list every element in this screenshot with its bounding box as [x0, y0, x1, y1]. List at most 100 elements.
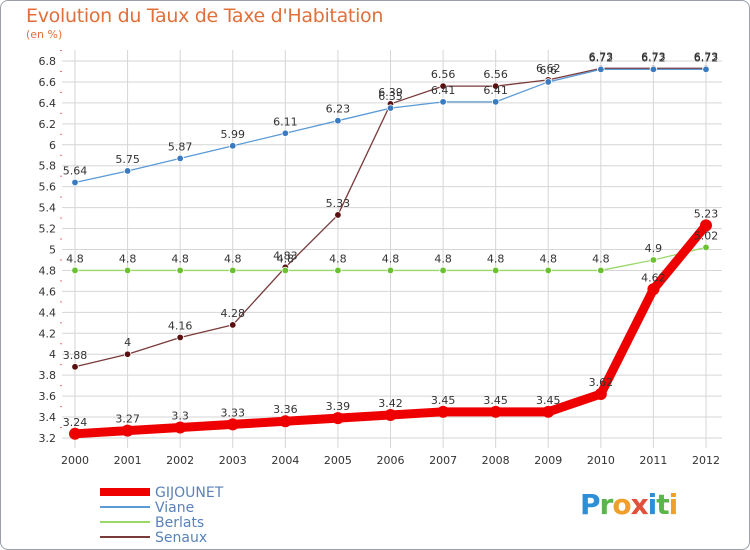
data-label-gijounet: 5.23 [694, 207, 719, 220]
data-label-gijounet: 3.3 [171, 410, 189, 423]
data-point-gijounet [69, 427, 81, 440]
data-label-viane: 6.23 [326, 103, 351, 116]
x-tick-label: 2011 [639, 454, 667, 467]
data-point-senaux [439, 82, 447, 90]
data-label-senaux: 4.28 [221, 307, 246, 320]
data-label-gijounet: 3.33 [221, 406, 246, 419]
x-tick-label: 2003 [219, 454, 247, 467]
y-tick-label: 6 [49, 139, 56, 152]
data-label-senaux: 6.73 [694, 50, 719, 63]
data-label-senaux: 6.73 [589, 50, 614, 63]
brand-letter: x [630, 488, 649, 521]
y-tick-label: 4.2 [39, 327, 57, 340]
brand-letter: t [656, 488, 669, 521]
y-tick-label: 5.6 [39, 181, 57, 194]
y-tick-label: 6.2 [39, 118, 57, 131]
data-label-gijounet: 3.45 [483, 394, 508, 407]
data-point-berlats [544, 266, 552, 275]
data-point-berlats [702, 243, 710, 252]
data-point-gijounet [594, 388, 607, 401]
data-point-berlats [123, 266, 132, 275]
data-label-viane: 6.11 [273, 115, 298, 128]
brand-letter: r [599, 488, 614, 521]
data-point-berlats [281, 266, 290, 275]
data-label-berlats: 4.8 [171, 252, 189, 265]
data-point-berlats [71, 266, 79, 275]
data-label-berlats: 4.9 [645, 242, 663, 255]
data-point-senaux [334, 211, 342, 219]
x-tick-label: 2002 [166, 454, 194, 467]
data-point-gijounet [226, 418, 239, 431]
y-tick-label: 5 [49, 244, 56, 257]
brand-letter: i [668, 488, 679, 521]
data-point-viane [176, 154, 184, 163]
data-point-viane [71, 178, 79, 187]
data-label-berlats: 4.8 [382, 252, 400, 265]
y-tick-label: 3.8 [39, 369, 57, 382]
data-label-berlats: 5.02 [694, 229, 719, 242]
data-label-gijounet: 3.36 [273, 403, 298, 416]
data-point-senaux [491, 82, 500, 90]
data-point-gijounet [700, 219, 712, 232]
data-label-berlats: 4.8 [277, 252, 295, 265]
data-point-senaux [229, 321, 237, 329]
data-label-viane: 5.64 [63, 164, 88, 177]
data-point-berlats [649, 256, 658, 264]
x-tick-label: 2012 [692, 454, 720, 467]
data-point-gijounet [331, 412, 344, 425]
x-tick-label: 2000 [61, 454, 89, 467]
x-tick-label: 2004 [271, 454, 299, 467]
legend-label-berlats: Berlats [155, 515, 204, 531]
data-label-gijounet: 3.39 [326, 400, 351, 413]
x-tick-label: 2007 [429, 454, 457, 467]
data-label-senaux: 4.16 [168, 319, 193, 332]
data-label-gijounet: 3.24 [63, 416, 88, 429]
chart-subtitle: (en %) [26, 28, 63, 41]
data-label-senaux: 4 [124, 336, 131, 349]
data-label-berlats: 4.8 [434, 252, 452, 265]
data-label-berlats: 4.8 [329, 252, 347, 265]
x-tick-label: 2005 [324, 454, 352, 467]
y-tick-label: 6.6 [39, 76, 57, 89]
data-label-viane: 6.72 [694, 51, 719, 64]
data-label-viane: 5.75 [115, 153, 140, 166]
x-tick-label: 2009 [534, 454, 562, 467]
data-label-viane: 6.35 [378, 90, 403, 103]
brand-letter: i [647, 488, 658, 521]
y-tick-label: 6.8 [39, 55, 57, 68]
y-tick-label: 5.4 [39, 202, 57, 215]
data-point-gijounet [174, 421, 187, 434]
data-point-berlats [334, 266, 342, 275]
y-tick-label: 3.6 [39, 390, 57, 403]
brand-letter: P [580, 488, 601, 521]
data-point-viane [649, 65, 658, 74]
data-label-senaux: 6.56 [483, 68, 508, 81]
data-label-viane: 6.72 [641, 51, 666, 64]
data-label-viane: 5.87 [168, 140, 193, 153]
data-point-viane [702, 65, 710, 74]
data-point-berlats [176, 266, 184, 275]
data-label-senaux: 6.39 [378, 86, 403, 99]
x-tick-label: 2008 [482, 454, 510, 467]
y-tick-label: 5.2 [39, 223, 57, 236]
data-point-viane [229, 142, 237, 150]
legend-label-gijounet: GIJOUNET [155, 485, 224, 501]
data-point-senaux [123, 350, 132, 358]
data-label-berlats: 4.8 [66, 252, 84, 265]
x-tick-label: 2010 [587, 454, 615, 467]
data-label-gijounet: 3.42 [378, 397, 403, 410]
data-label-berlats: 4.8 [487, 252, 505, 265]
chart-title: Evolution du Taux de Taxe d'Habitation [26, 5, 384, 27]
data-point-viane [386, 104, 395, 112]
data-label-gijounet: 4.62 [641, 271, 666, 284]
data-point-viane [123, 167, 132, 175]
data-point-berlats [597, 266, 605, 275]
data-point-berlats [439, 266, 447, 275]
data-label-viane: 6.41 [431, 84, 456, 97]
data-label-berlats: 4.8 [224, 252, 242, 265]
y-tick-label: 3.4 [39, 411, 57, 424]
data-point-berlats [386, 266, 395, 275]
data-label-viane: 5.99 [221, 128, 246, 141]
y-tick-label: 4.6 [39, 285, 57, 298]
data-label-senaux: 3.88 [63, 349, 88, 362]
